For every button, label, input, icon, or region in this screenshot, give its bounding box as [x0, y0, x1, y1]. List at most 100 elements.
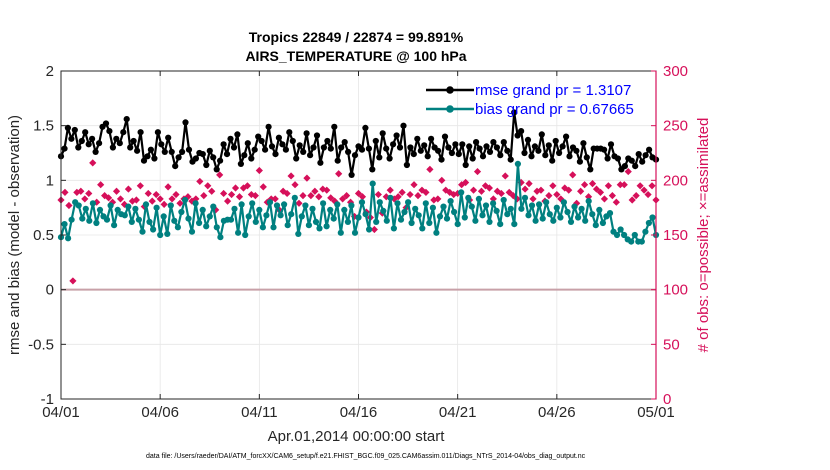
bias-point-13 — [103, 216, 111, 223]
obs-count-point-141 — [616, 181, 624, 189]
bias-point-39 — [196, 219, 203, 227]
legend-bias-label: bias grand pr = 0.67665 — [475, 101, 634, 118]
rmse-point-168 — [639, 158, 646, 165]
bias-point-7 — [82, 205, 89, 212]
bias-point-15 — [111, 222, 118, 229]
rmse-point-120 — [473, 139, 480, 146]
rmse-point-21 — [130, 137, 137, 145]
bias-point-19 — [125, 203, 132, 210]
bias-point-37 — [188, 228, 196, 235]
rmse-point-122 — [479, 153, 487, 160]
y-left-tick-label-1: -0.5 — [28, 336, 54, 353]
bias-point-83 — [351, 229, 359, 236]
rmse-point-133 — [518, 128, 525, 135]
bias-point-107 — [436, 213, 444, 220]
rmse-point-157 — [601, 146, 608, 153]
bias-point-99 — [408, 219, 415, 227]
obs-count-point-130 — [573, 199, 581, 207]
bias-point-61 — [273, 202, 281, 209]
bias-point-165 — [642, 228, 649, 235]
bias-point-71 — [309, 205, 316, 212]
rmse-point-144 — [556, 149, 563, 157]
bias-point-43 — [210, 203, 217, 210]
rmse-point-25 — [144, 153, 151, 160]
rmse-point-31 — [165, 134, 172, 141]
rmse-point-109 — [435, 147, 442, 154]
bias-point-142 — [560, 199, 568, 206]
obs-count-point-20 — [136, 182, 144, 190]
rmse-point-35 — [179, 148, 186, 155]
y-right-axis-label: # of obs: o=possible; ×=assimilated — [695, 118, 712, 353]
bias-point-127 — [507, 205, 514, 212]
bias-point-111 — [451, 208, 458, 216]
rmse-point-59 — [262, 146, 269, 153]
rmse-point-118 — [466, 143, 473, 150]
bias-point-87 — [366, 226, 373, 233]
bias-point-106 — [433, 229, 440, 236]
obs-count-point-149 — [648, 182, 656, 190]
y-left-tick-label-3: 0.5 — [33, 227, 54, 244]
rmse-point-129 — [504, 147, 511, 154]
obs-count-point-62 — [303, 174, 311, 182]
rmse-point-170 — [646, 146, 653, 153]
rmse-point-93 — [379, 130, 386, 137]
rmse-point-151 — [580, 140, 587, 147]
obs-count-point-66 — [319, 185, 327, 193]
obs-count-point-148 — [644, 190, 652, 199]
bias-point-30 — [164, 230, 171, 237]
rmse-point-100 — [403, 161, 410, 169]
bias-point-118 — [475, 195, 482, 202]
obs-count-point-137 — [600, 195, 609, 203]
obs-count-point-112 — [501, 172, 509, 180]
rmse-point-88 — [362, 124, 369, 131]
rmse-point-99 — [400, 122, 407, 129]
obs-count-point-63 — [307, 192, 315, 200]
bias-point-145 — [571, 203, 578, 210]
bias-point-67 — [295, 230, 302, 237]
bias-point-57 — [259, 224, 266, 231]
rmse-point-39 — [192, 155, 199, 162]
rmse-point-52 — [237, 160, 244, 167]
obs-count-point-145 — [632, 192, 640, 200]
rmse-point-103 — [414, 135, 421, 142]
bias-point-3 — [68, 216, 75, 223]
bias-point-45 — [217, 234, 224, 241]
rmse-point-18 — [120, 129, 127, 136]
bias-point-92 — [383, 217, 390, 224]
obs-count-point-109 — [489, 195, 497, 203]
obs-count-point-85 — [394, 193, 402, 201]
bias-point-86 — [362, 211, 369, 218]
bias-point-151 — [592, 222, 599, 229]
legend-bias-marker — [446, 105, 454, 113]
rmse-point-29 — [158, 141, 165, 148]
rmse-point-134 — [521, 149, 528, 157]
rmse-point-60 — [265, 123, 272, 130]
obs-count-point-24 — [152, 190, 160, 199]
bias-point-25 — [146, 218, 153, 225]
bias-point-137 — [543, 199, 550, 206]
bias-point-80 — [341, 206, 348, 213]
bias-point-128 — [511, 221, 518, 228]
obs-count-point-134 — [588, 180, 597, 188]
obs-count-point-45 — [235, 193, 244, 201]
obs-count-point-123 — [545, 192, 553, 200]
x-tick-label-4: 04/21 — [439, 404, 477, 421]
rmse-point-143 — [552, 137, 559, 145]
obs-count-point-139 — [608, 192, 616, 200]
chart-title-line1: Tropics 22849 / 22874 = 99.891% — [249, 29, 464, 45]
rmse-point-72 — [307, 152, 314, 159]
rmse-point-65 — [282, 146, 289, 153]
rmse-point-166 — [632, 163, 639, 170]
rmse-point-46 — [217, 157, 224, 164]
rmse-point-67 — [289, 137, 296, 145]
rmse-point-30 — [161, 148, 168, 155]
bias-point-77 — [330, 215, 337, 222]
rmse-point-114 — [452, 141, 459, 148]
obs-count-point-118 — [525, 180, 533, 188]
rmse-point-7 — [82, 129, 89, 136]
obs-count-point-100 — [454, 189, 462, 198]
rmse-point-23 — [137, 129, 144, 136]
rmse-point-73 — [310, 144, 317, 151]
obs-count-point-2 — [65, 201, 73, 210]
bias-point-114 — [461, 214, 468, 221]
